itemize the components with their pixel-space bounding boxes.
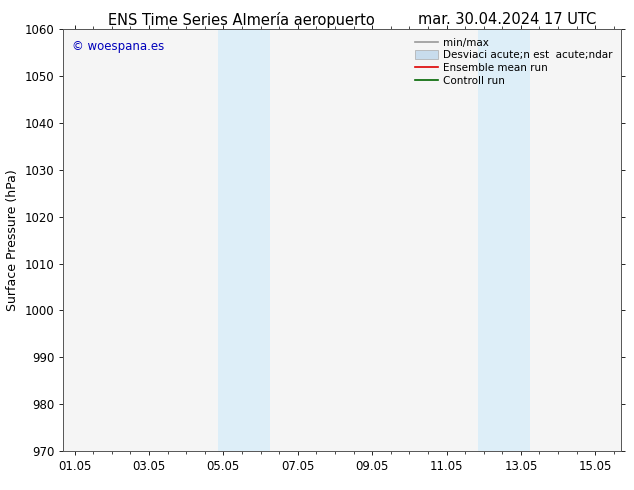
Legend: min/max, Desviaci acute;n est  acute;ndar, Ensemble mean run, Controll run: min/max, Desviaci acute;n est acute;ndar… bbox=[412, 35, 616, 89]
Text: mar. 30.04.2024 17 UTC: mar. 30.04.2024 17 UTC bbox=[418, 12, 597, 27]
Bar bbox=[504, 29, 530, 451]
Bar bbox=[244, 29, 270, 451]
Bar bbox=[217, 29, 244, 451]
Text: ENS Time Series Almería aeropuerto: ENS Time Series Almería aeropuerto bbox=[108, 12, 374, 28]
Y-axis label: Surface Pressure (hPa): Surface Pressure (hPa) bbox=[6, 169, 19, 311]
Text: © woespana.es: © woespana.es bbox=[72, 40, 164, 53]
Bar bbox=[478, 29, 504, 451]
